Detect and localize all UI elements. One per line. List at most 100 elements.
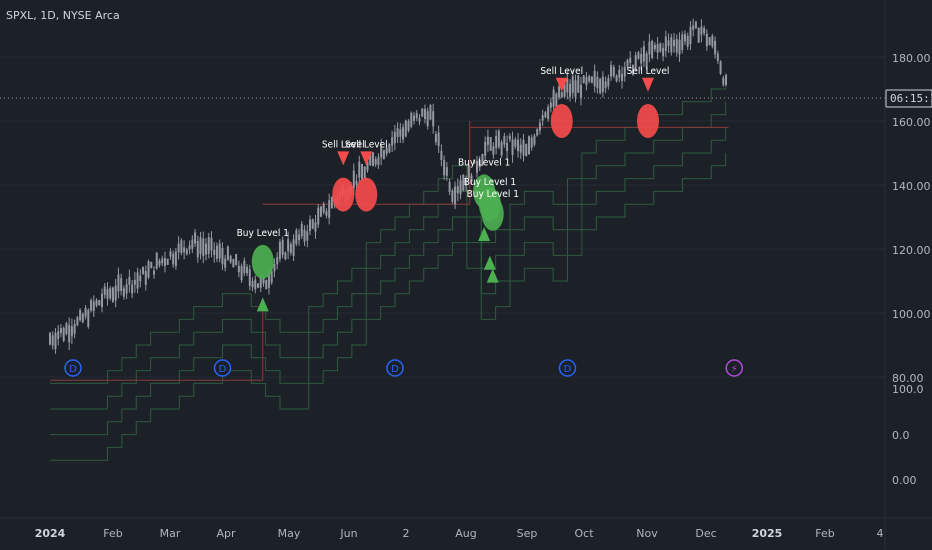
candle-body: [276, 257, 279, 265]
candle-body: [369, 152, 372, 165]
candle-body: [262, 278, 265, 284]
candle-body: [421, 108, 424, 117]
buy-signal-dot: [251, 244, 274, 279]
time-tick-label: Sep: [517, 527, 538, 540]
candle-body: [703, 28, 706, 34]
price-tick-label: 120.00: [892, 244, 931, 257]
time-axis[interactable]: 2024 Feb Mar Apr May Jun 2 Aug Sep Oct Nov Dec 2025 F…: [35, 527, 884, 540]
candle-body: [322, 203, 325, 213]
candle-body: [407, 120, 410, 131]
candle-body: [437, 132, 440, 147]
sell-signal-dot: [332, 177, 355, 212]
candle-body: [574, 80, 577, 97]
dividend-event-icon[interactable]: [558, 359, 577, 377]
candle-body: [500, 142, 503, 156]
price-tick-label: 180.00: [892, 52, 931, 65]
candle-body: [65, 323, 68, 335]
candle-body: [413, 115, 416, 121]
candle-body: [270, 271, 273, 283]
dividend-event-icon[interactable]: [64, 359, 82, 377]
time-tick-label: Dec: [695, 527, 716, 540]
candle-body: [700, 26, 703, 35]
candle-body: [541, 115, 544, 121]
candle-body: [481, 154, 484, 165]
candle-body: [59, 328, 62, 333]
dividend-event-icon[interactable]: [386, 359, 404, 377]
dividend-event-icon[interactable]: [213, 359, 232, 377]
candle-body: [697, 27, 700, 43]
price-axis[interactable]: 180.00 160.00 140.00 120.00 100.00 80.00100.0…: [892, 52, 931, 487]
candle-body: [440, 150, 443, 161]
candle-body: [292, 239, 295, 257]
candle-body: [155, 252, 158, 269]
candle-body: [465, 181, 468, 186]
candle-body: [391, 137, 394, 146]
candle-body: [194, 232, 197, 244]
time-tick-label: Nov: [636, 527, 658, 540]
candle-body: [443, 160, 446, 176]
candle-body: [133, 279, 136, 285]
candle-body: [514, 139, 517, 147]
candle-body: [295, 230, 298, 245]
split-event-icon[interactable]: [725, 359, 743, 377]
candle-body: [448, 181, 451, 193]
candle-body: [265, 279, 268, 290]
candle-body: [681, 34, 684, 51]
sell-signal-dot: [550, 104, 573, 138]
support-band-line: [50, 101, 727, 410]
price-tick-label: 0.00: [892, 474, 917, 487]
candle-body: [284, 252, 287, 260]
event-markers[interactable]: D D D D ⚡: [64, 359, 743, 377]
candle-body: [579, 84, 582, 98]
time-tick-label: Jun: [339, 527, 357, 540]
candle-body: [497, 130, 500, 148]
candle-body: [128, 277, 131, 285]
price-tick-label: 100.00: [892, 308, 931, 321]
candle-body: [254, 279, 257, 290]
candle-body: [434, 134, 437, 143]
candle-body: [626, 59, 629, 67]
candle-body: [120, 278, 123, 291]
candle-body: [224, 258, 227, 268]
candle-body: [243, 260, 246, 273]
dividend-glyph: D: [564, 364, 572, 375]
candle-body: [54, 332, 57, 350]
signal-label: Sell Level: [345, 139, 388, 150]
candle-body: [725, 74, 728, 85]
signal-label: Buy Level 1: [467, 189, 519, 200]
dividend-glyph: D: [219, 364, 227, 375]
candle-body: [363, 166, 366, 180]
candle-body: [582, 75, 585, 83]
candle-body: [317, 207, 320, 225]
candle-body: [185, 249, 188, 255]
time-tick-label: Oct: [574, 527, 594, 540]
candle-body: [637, 52, 640, 59]
candle-body: [648, 41, 651, 55]
candle-body: [79, 309, 82, 321]
candle-body: [202, 238, 205, 257]
candle-body: [361, 163, 364, 181]
candle-body: [95, 299, 98, 306]
candle-body: [486, 136, 489, 145]
candle-body: [653, 44, 656, 50]
candle-body: [478, 159, 481, 168]
support-bands: [50, 76, 729, 461]
time-tick-label: 2: [403, 527, 410, 540]
candle-body: [656, 43, 659, 53]
candle-body: [259, 277, 262, 288]
candle-body: [144, 271, 147, 285]
candle-body: [81, 313, 84, 323]
time-tick-label: Apr: [216, 527, 236, 540]
candle-body: [289, 244, 292, 254]
candle-body: [456, 186, 459, 194]
candle-body: [642, 46, 645, 62]
buy-arrow: [478, 227, 491, 241]
candle-body: [131, 284, 134, 294]
candle-body: [311, 219, 314, 229]
candle-body: [402, 127, 405, 140]
candle-body: [629, 57, 632, 63]
candle-body: [174, 251, 177, 267]
candle-body: [158, 260, 161, 266]
candle-body: [377, 157, 380, 165]
